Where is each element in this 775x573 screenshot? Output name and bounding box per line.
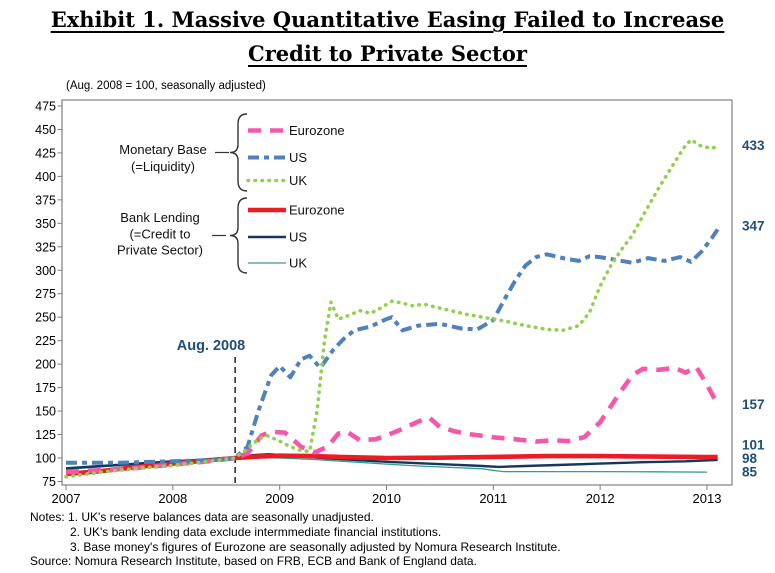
legend-group-label: Private Sector) — [117, 243, 203, 258]
y-tick-label: 175 — [35, 381, 56, 395]
legend-group-label: (=Liquidity) — [131, 159, 195, 174]
y-tick-label: 75 — [42, 475, 56, 489]
series-ez_bl — [65, 453, 718, 477]
note-line-2: 2. UK's bank lending data exclude interm… — [70, 524, 442, 539]
plot-border — [61, 99, 733, 486]
legend-group-label: Monetary Base — [119, 142, 206, 157]
y-tick-label: 100 — [35, 452, 56, 466]
note-line-3: 3. Base money's figures of Eurozone are … — [70, 539, 561, 554]
x-tick-label: 2012 — [586, 491, 615, 506]
legend-item-label: UK — [289, 256, 307, 271]
y-tick-label: 350 — [35, 217, 56, 231]
notes: Notes: 1. UK's reserve balances data are… — [30, 510, 561, 569]
y-tick-label: 275 — [35, 287, 56, 301]
end-label-101: 101 — [742, 438, 765, 453]
x-tick-label: 2010 — [372, 491, 401, 506]
exhibit-title-line2: Credit to Private Sector — [248, 41, 527, 66]
y-tick-label: 300 — [35, 264, 56, 278]
legend-item-label: UK — [289, 173, 307, 188]
end-label-433: 433 — [742, 138, 765, 153]
end-label-85: 85 — [742, 465, 758, 480]
legend-brace — [229, 113, 248, 192]
x-tick-label: 2008 — [158, 491, 187, 506]
y-tick-label: 375 — [35, 193, 56, 207]
y-tick-label: 425 — [35, 146, 56, 160]
legend-item-label: Eurozone — [289, 203, 345, 218]
y-tick-label: 250 — [35, 311, 56, 325]
end-label-347: 347 — [742, 219, 765, 234]
end-label-98: 98 — [742, 451, 758, 466]
y-tick-label: 125 — [35, 428, 56, 442]
aug-2008-label: Aug. 2008 — [177, 338, 246, 354]
y-tick-label: 200 — [35, 358, 56, 372]
y-tick-label: 450 — [35, 123, 56, 137]
y-tick-label: 325 — [35, 240, 56, 254]
exhibit-title: Exhibit 1. Massive Quantitative Easing F… — [0, 3, 775, 71]
chart-subtitle: (Aug. 2008 = 100, seasonally adjusted) — [66, 80, 266, 92]
legend-group-label: (=Credit to — [129, 227, 190, 242]
source-line: Source: Nomura Research Institute, based… — [30, 554, 477, 569]
y-tick-label: 150 — [35, 405, 56, 419]
y-tick-label: 400 — [35, 170, 56, 184]
x-tick-label: 2011 — [479, 491, 507, 506]
legend-brace — [229, 197, 248, 274]
legend-item-label: Eurozone — [289, 123, 345, 138]
x-tick-label: 2007 — [52, 491, 81, 506]
legend-group-label: Bank Lending — [120, 210, 200, 225]
note-line-1: Notes: 1. UK's reserve balances data are… — [30, 510, 374, 524]
y-tick-label: 475 — [35, 99, 56, 113]
legend-item-label: US — [289, 230, 307, 245]
exhibit-title-line1: Exhibit 1. Massive Quantitative Easing F… — [50, 7, 725, 32]
series-us_mb — [66, 224, 722, 465]
x-tick-label: 2009 — [265, 491, 294, 506]
x-tick-label: 2013 — [693, 491, 722, 506]
end-label-157: 157 — [742, 397, 765, 412]
y-tick-label: 225 — [35, 334, 56, 348]
legend-item-label: US — [289, 150, 307, 165]
series-uk_mb — [64, 138, 722, 479]
